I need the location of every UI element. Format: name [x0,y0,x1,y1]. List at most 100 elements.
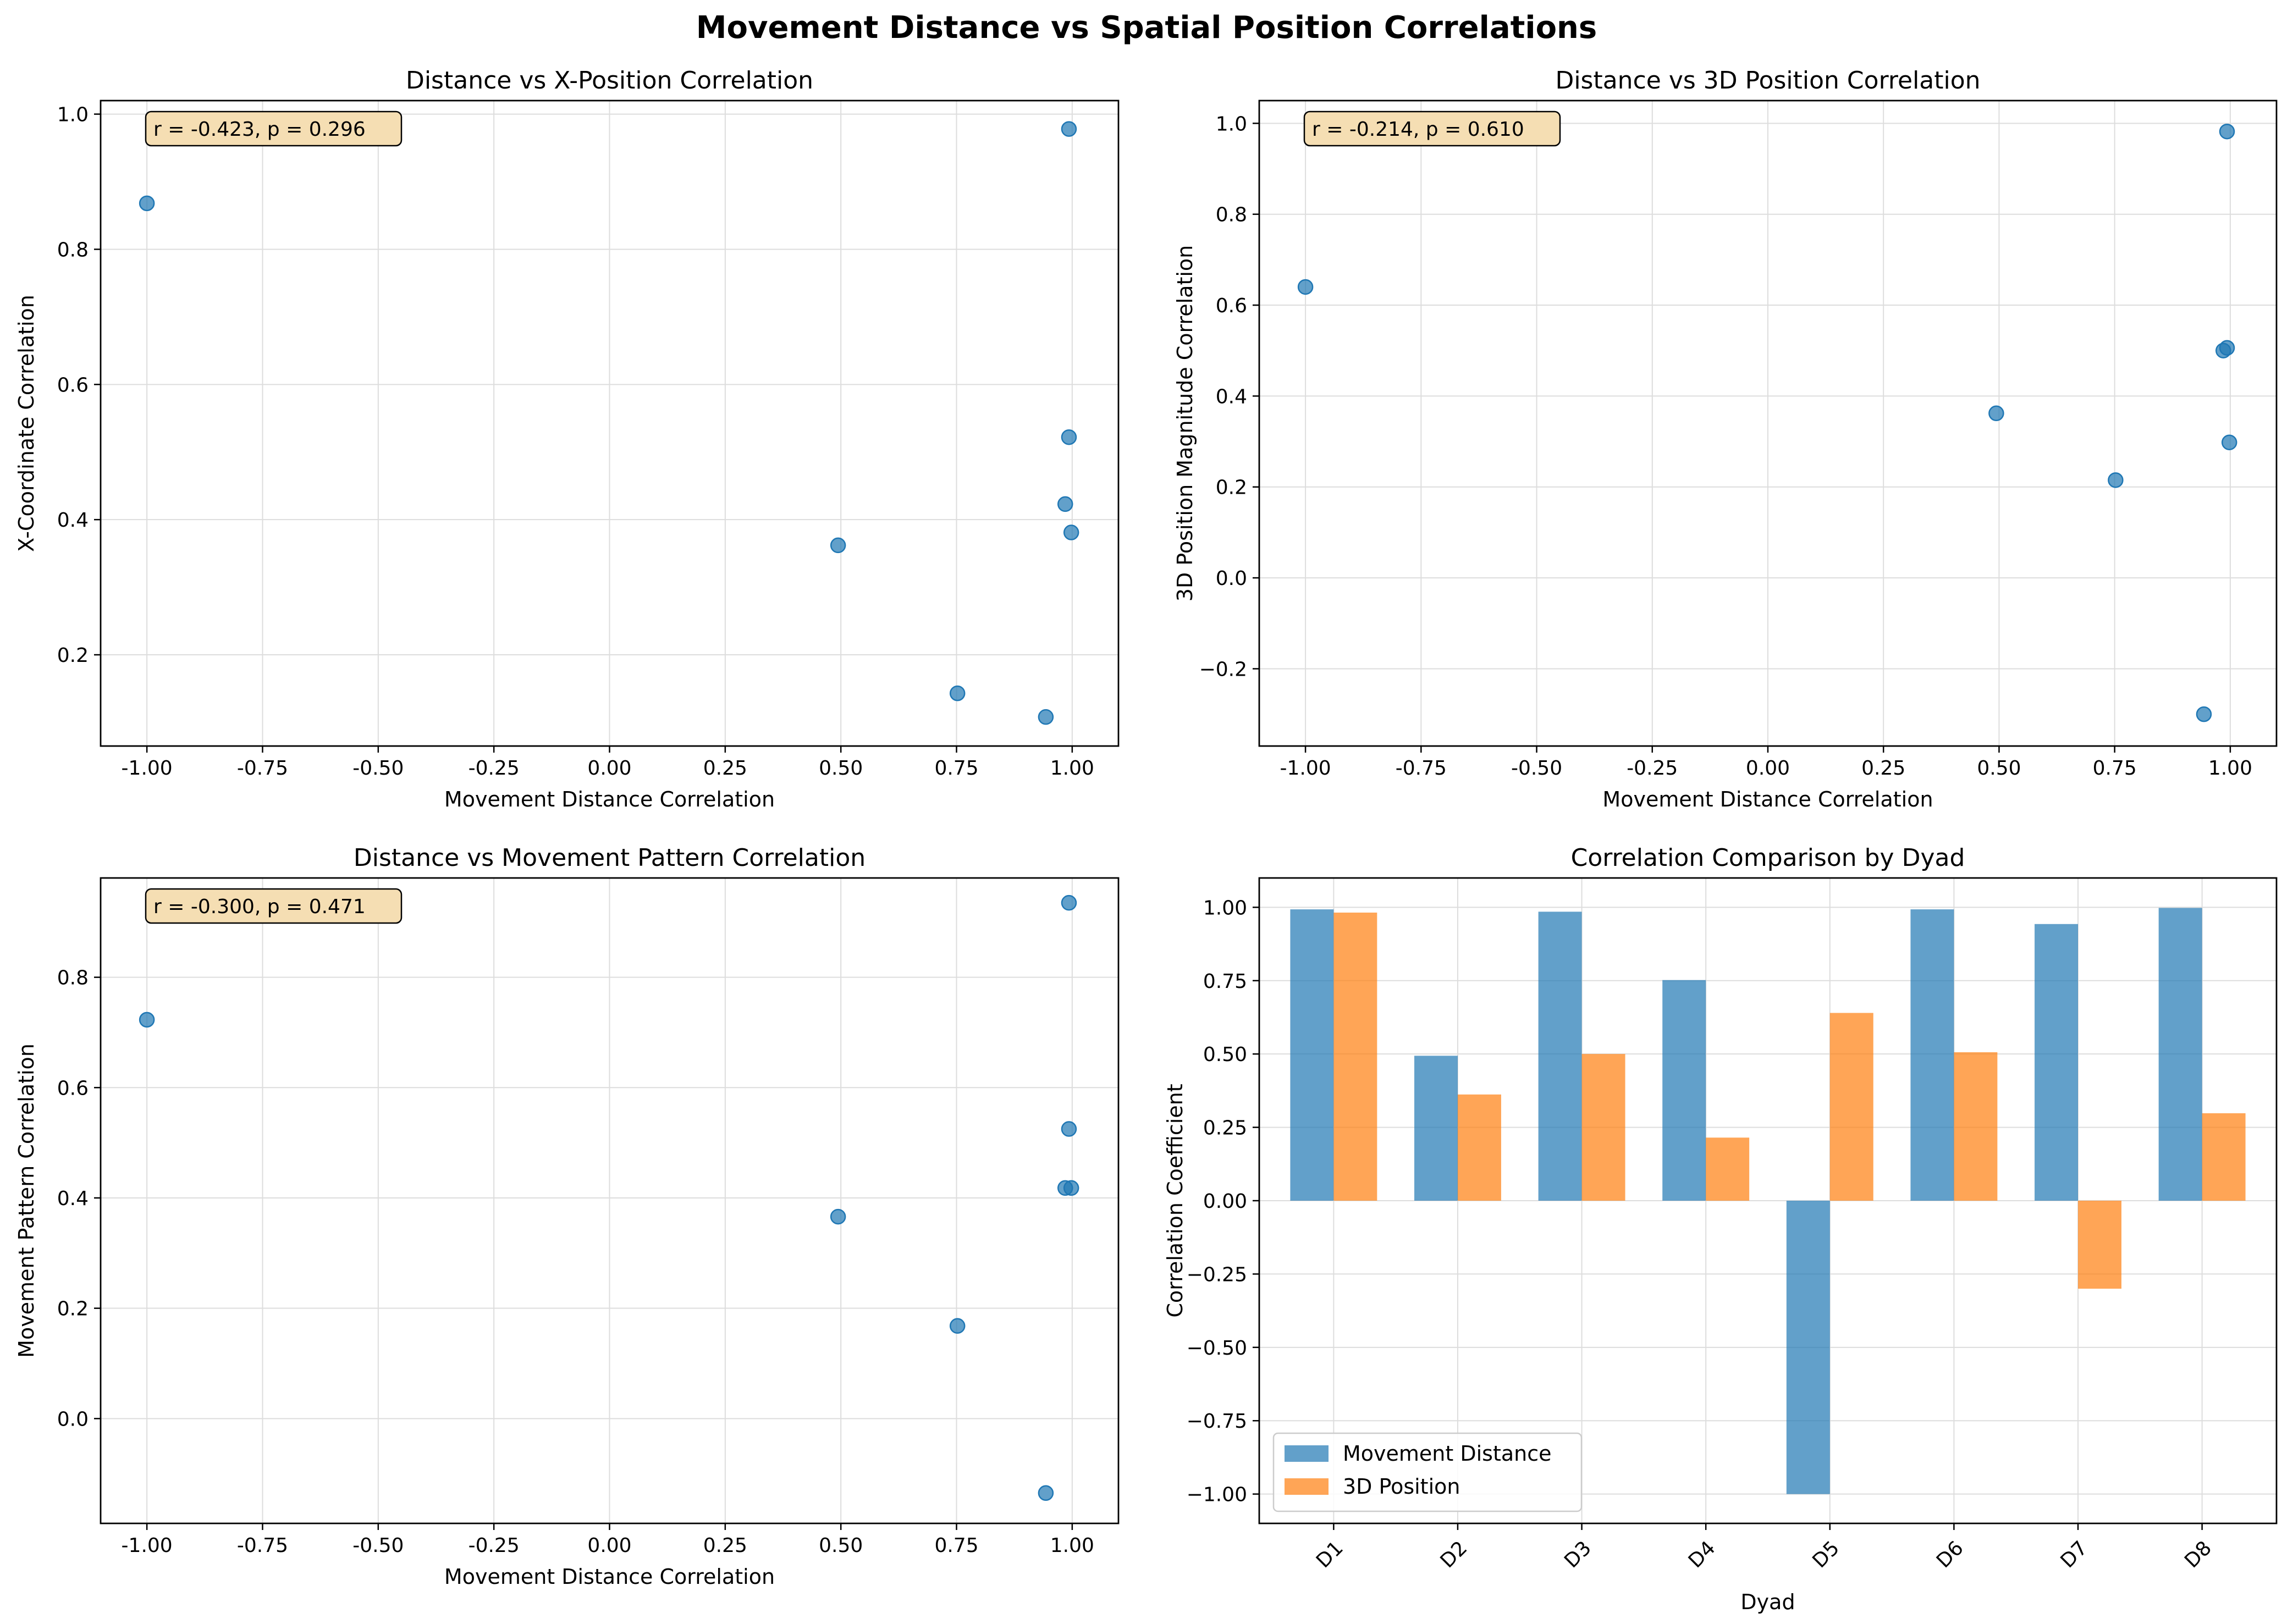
x-tick-label: 0.50 [1977,757,2021,780]
y-tick-label: 1.0 [1216,113,1247,135]
panel-4: D1 D2 D3 D4 D5 D6 D7 D8 −1.00 −0.75 −0.50 −0.25 0.00… [1163,844,2278,1614]
x-tick-label: -0.25 [468,757,520,780]
scatter-point [139,195,155,212]
y-tick-label: 0.2 [1216,477,1247,499]
panel-1: -1.00 -0.75 -0.50 -0.25 0.00 0.25 0.50 0.75 1.00… [14,67,1120,811]
scatter-point [1061,429,1077,445]
y-tick-label: 0.75 [1203,970,1247,993]
x-tick-label: -0.50 [1511,757,1562,780]
y-axis-label: 3D Position Magnitude Correlation [1173,245,1197,602]
bar-3d-position [2202,1113,2246,1201]
scatter-point [1057,496,1073,512]
x-tick-label: -0.50 [352,1534,404,1557]
legend-label: Movement Distance [1343,1441,1552,1466]
x-tick-label: -0.25 [1627,757,1678,780]
scatter-point [2221,434,2237,450]
y-tick-label: 0.6 [57,1077,89,1100]
bar-movement-distance [1662,980,1706,1201]
x-tick-label: D8 [2180,1537,2216,1572]
y-tick-label: 0.0 [57,1408,89,1430]
x-axis-label: Dyad [1740,1590,1795,1614]
x-tick-label: 0.25 [1861,757,1905,780]
x-tick-label: D1 [1312,1537,1348,1572]
scatter-point [1988,405,2004,422]
legend-label: 3D Position [1343,1474,1460,1499]
y-tick-label: 0.50 [1203,1043,1247,1066]
x-tick-label: -0.75 [1396,757,1447,780]
y-axis-label: Correlation Coefficient [1163,1084,1187,1317]
x-axis-label: Movement Distance Correlation [444,1565,775,1589]
scatter-point [1038,709,1054,725]
scatter-point [949,1318,966,1334]
panel-title: Correlation Comparison by Dyad [1571,844,1965,872]
y-tick-label: 0.8 [57,967,89,990]
annotation-box [1303,111,1561,147]
x-tick-label: -1.00 [1280,757,1331,780]
scatter-point [139,1012,155,1028]
y-tick-label: −0.50 [1187,1337,1247,1360]
y-tick-label: 0.4 [57,1187,89,1210]
x-tick-label: D3 [1560,1537,1596,1572]
x-tick-label: 0.00 [587,1534,631,1557]
x-tick-label: 1.00 [2208,757,2252,780]
bar-movement-distance [1786,1201,1830,1494]
scatter-point [830,537,846,554]
y-tick-label: 1.0 [57,104,89,126]
x-tick-label: 0.25 [703,1534,747,1557]
x-axis-label: Movement Distance Correlation [444,787,775,811]
annotation-text: r = -0.300, p = 0.471 [153,896,366,918]
y-tick-label: 0.4 [57,509,89,532]
x-axis-label: Movement Distance Correlation [1602,787,1933,811]
x-tick-label: 0.50 [819,1534,863,1557]
bar-movement-distance [1290,909,1334,1201]
y-tick-label: −0.2 [1199,658,1247,681]
scatter-point [1061,121,1077,137]
x-tick-label: 0.75 [2093,757,2137,780]
y-tick-label: 0.25 [1203,1117,1247,1140]
legend-swatch [1285,1478,1329,1495]
x-tick-label: -0.75 [237,1534,288,1557]
bar-3d-position [1457,1094,1501,1201]
bar-3d-position [1333,912,1377,1201]
y-axis-label: X-Coordinate Correlation [14,295,38,552]
x-tick-label: -0.50 [352,757,404,780]
y-tick-label: 0.00 [1203,1190,1247,1213]
x-tick-label: -0.75 [237,757,288,780]
y-tick-label: 0.6 [57,374,89,396]
x-tick-label: D4 [1684,1537,1720,1572]
panel-2: -1.00 -0.75 -0.50 -0.25 0.00 0.25 0.50 0.75 1.00… [1173,67,2278,811]
scatter-point [1061,1121,1077,1137]
figure-title: Movement Distance vs Spatial Position Co… [696,10,1597,46]
x-tick-label: 1.00 [1050,757,1094,780]
scatter-point [1038,1485,1054,1501]
y-tick-label: 0.8 [57,239,89,261]
y-tick-label: −0.75 [1187,1410,1247,1433]
bar-movement-distance [2035,924,2079,1201]
annotation-box [145,111,403,147]
y-axis-label: Movement Pattern Correlation [14,1043,38,1358]
y-tick-label: 0.2 [57,1298,89,1321]
bar-3d-position [1581,1054,1625,1201]
x-tick-label: 0.50 [819,757,863,780]
bar-3d-position [1706,1137,1750,1201]
annotation-text: r = -0.214, p = 0.610 [1312,118,1524,141]
bar-3d-position [1954,1052,1998,1201]
x-tick-label: D2 [1436,1537,1472,1572]
x-tick-label: -0.25 [468,1534,520,1557]
y-tick-label: 1.00 [1203,897,1247,919]
bar-3d-position [1829,1013,1873,1201]
scatter-point [2108,472,2124,488]
x-tick-label: 0.00 [1746,757,1790,780]
x-tick-label: 0.75 [934,757,978,780]
y-tick-label: 0.2 [57,644,89,667]
x-tick-label: D5 [1808,1537,1844,1572]
bar-3d-position [2078,1201,2121,1289]
panel-title: Distance vs 3D Position Correlation [1555,67,1980,95]
x-tick-label: D7 [2057,1537,2092,1572]
scatter-point [1061,894,1077,911]
x-tick-label: 0.75 [934,1534,978,1557]
scatter-point [2196,706,2212,722]
y-tick-label: 0.6 [1216,295,1247,317]
x-tick-label: -1.00 [122,757,173,780]
